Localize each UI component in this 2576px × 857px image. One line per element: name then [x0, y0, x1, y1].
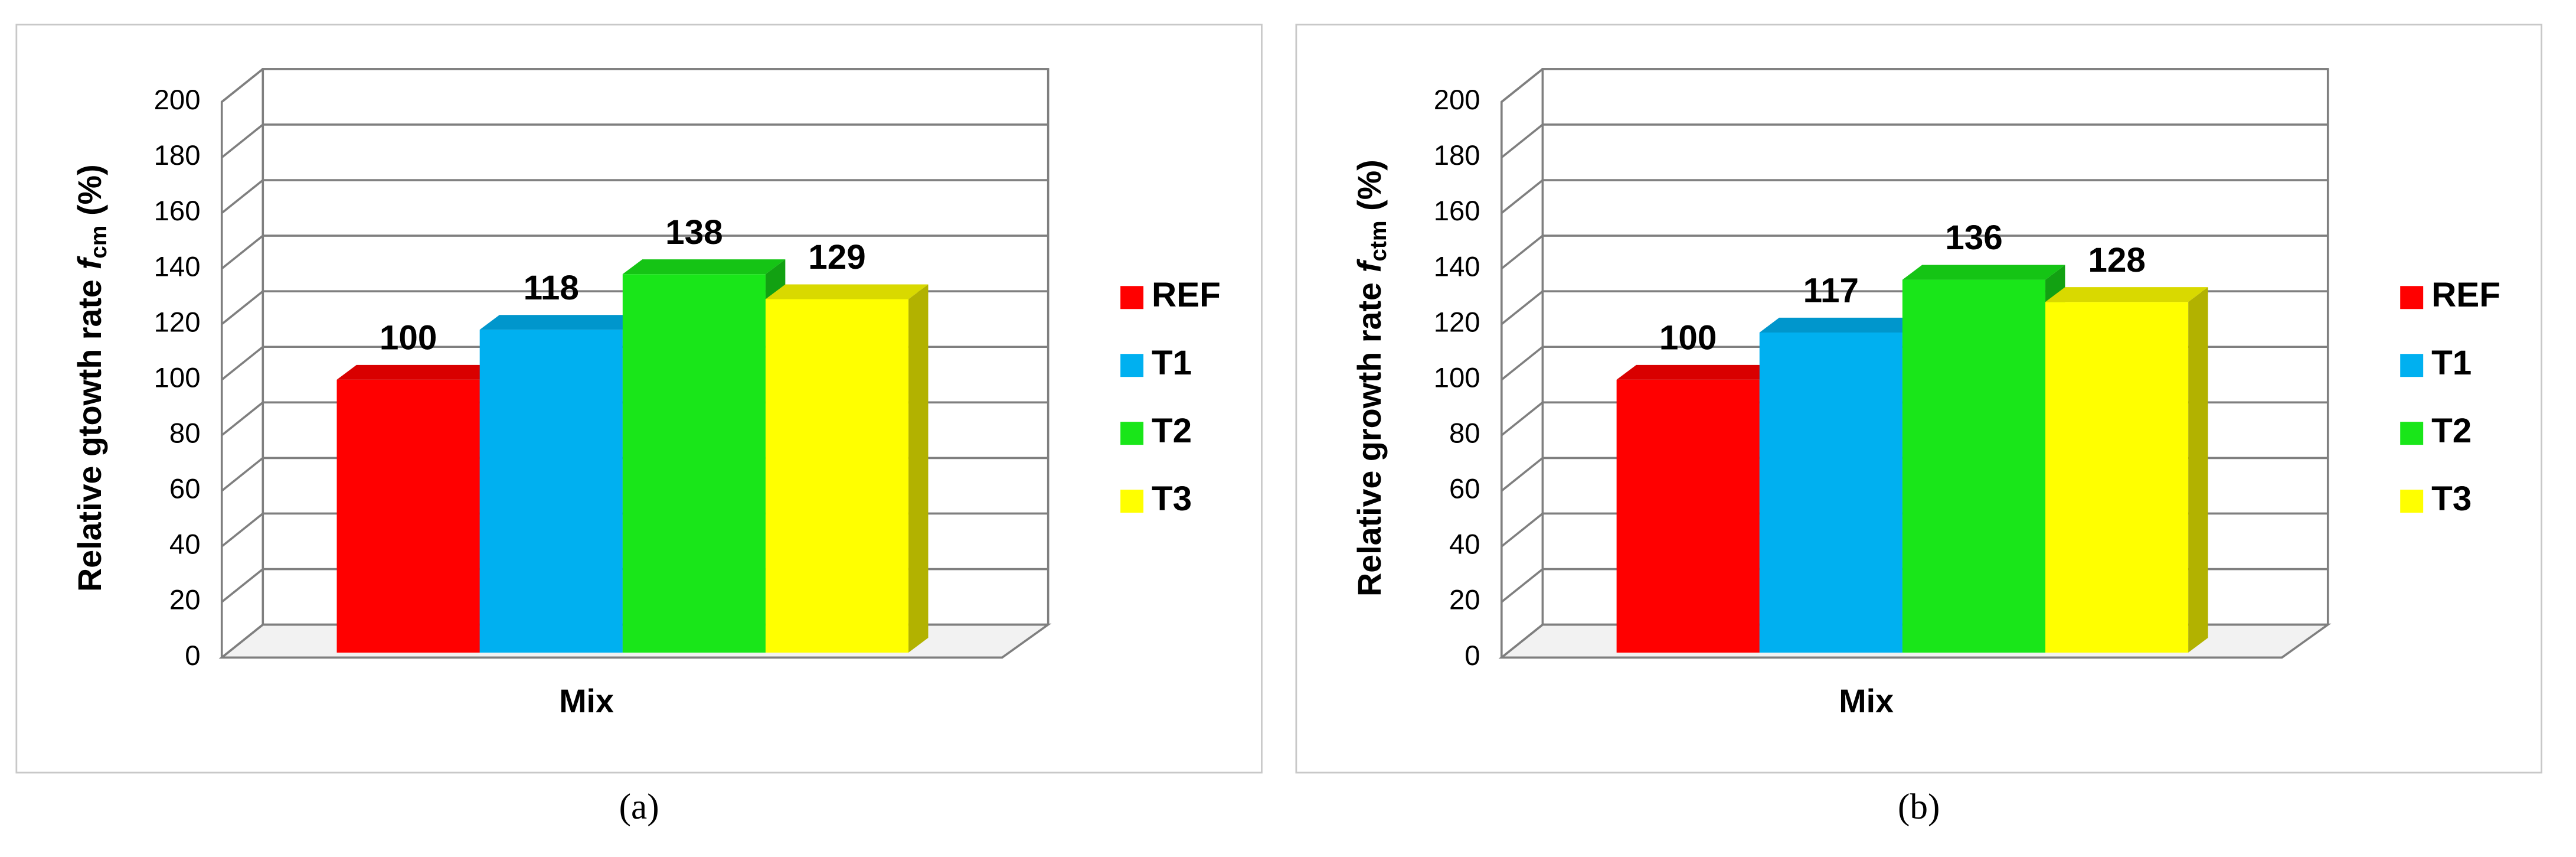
legend-label: T1: [2431, 344, 2472, 382]
y-tick-label: 160: [154, 195, 201, 227]
grid-line: [221, 68, 1048, 103]
legend-swatch: [1120, 286, 1144, 309]
y-tick-label: 200: [154, 84, 201, 116]
legend-label: T2: [1152, 412, 1192, 450]
y-tick-label: 180: [154, 140, 201, 171]
legend-swatch: [1120, 354, 1144, 377]
y-tick-label: 100: [154, 362, 201, 393]
y-title-text: Relative growth rate: [1351, 282, 1388, 597]
y-tick-label: 20: [169, 585, 201, 616]
bar-top: [2045, 287, 2208, 302]
bar-side: [2188, 287, 2208, 653]
y-tick-label: 40: [169, 529, 201, 561]
data-label: 100: [380, 319, 437, 357]
caption: (b): [1898, 787, 1940, 827]
grid-line: [1501, 234, 2328, 270]
y-axis-title: Relative gtowth ratefcm(%): [71, 164, 112, 592]
legend-label: T2: [2431, 412, 2472, 450]
data-label: 117: [1803, 272, 1859, 310]
x-tick-label: Mix: [559, 683, 614, 719]
bar-top: [1759, 317, 1923, 333]
bar-top: [622, 259, 786, 275]
y-tick-label: 140: [154, 251, 201, 282]
y-tick-label: 20: [1449, 585, 1480, 616]
bar: [336, 379, 480, 653]
data-label: 138: [665, 213, 723, 252]
y-tick-label: 200: [1434, 84, 1480, 116]
y-title-unit: (%): [1351, 159, 1388, 211]
legend-swatch: [2400, 422, 2424, 445]
data-label: 128: [2088, 241, 2146, 279]
data-label: 100: [1659, 319, 1717, 357]
x-tick-label: Mix: [1839, 683, 1894, 719]
y-title-text: Relative gtowth rate: [71, 279, 108, 592]
y-tick-label: 0: [1464, 640, 1480, 672]
panel: 0 20 40 60 80 100 120 140 160 180 200 Relative grow…: [1295, 24, 2542, 827]
y-tick-label: 80: [1449, 418, 1480, 449]
bar: [1902, 279, 2046, 653]
bar: [2045, 302, 2189, 653]
bar-top: [1902, 265, 2065, 280]
bar-top: [765, 284, 929, 299]
bar: [1759, 332, 1902, 653]
grid-line: [1501, 123, 2328, 159]
bar-top: [1616, 364, 1780, 380]
legend-label: T3: [1152, 480, 1192, 518]
y-title-unit: (%): [71, 164, 108, 216]
bar-top: [336, 364, 500, 380]
grid-line: [221, 123, 1048, 159]
y-title-subscript: ctm: [1366, 221, 1391, 262]
y-tick-label: 140: [1434, 251, 1480, 282]
bar-side: [908, 284, 929, 653]
data-label: 118: [524, 269, 579, 307]
legend-label: REF: [2431, 276, 2500, 314]
y-tick-label: 0: [185, 640, 200, 672]
y-title-subscript: cm: [86, 226, 112, 259]
bar: [765, 299, 909, 653]
legend-label: REF: [1152, 276, 1221, 314]
legend-swatch: [2400, 490, 2424, 513]
y-tick-label: 100: [1434, 362, 1480, 393]
y-tick-label: 60: [169, 474, 201, 505]
bar-top: [479, 315, 643, 330]
grid-line: [221, 179, 1048, 214]
y-tick-label: 80: [169, 418, 201, 449]
y-tick-label: 160: [1434, 195, 1480, 227]
data-label: 129: [808, 238, 866, 276]
y-tick-label: 120: [1434, 307, 1480, 338]
y-tick-label: 180: [1434, 140, 1480, 171]
y-tick-label: 120: [154, 307, 201, 338]
y-tick-label: 40: [1449, 529, 1480, 561]
legend-swatch: [1120, 490, 1144, 513]
bar: [1616, 379, 1760, 653]
legend-swatch: [1120, 422, 1144, 445]
bar: [622, 274, 766, 653]
legend-swatch: [2400, 354, 2424, 377]
grid-line: [1501, 179, 2328, 214]
legend-label: T1: [1152, 344, 1192, 382]
panel: 0 20 40 60 80 100 120 140 160 180 200 Relative gtow…: [15, 24, 1263, 827]
grid-line: [1501, 68, 2328, 103]
data-label: 136: [1945, 219, 2003, 257]
bar: [479, 330, 623, 653]
caption: (a): [619, 787, 659, 827]
legend-swatch: [2400, 286, 2424, 309]
legend-label: T3: [2431, 480, 2472, 518]
y-tick-label: 60: [1449, 474, 1480, 505]
grid-line: [221, 234, 1048, 270]
